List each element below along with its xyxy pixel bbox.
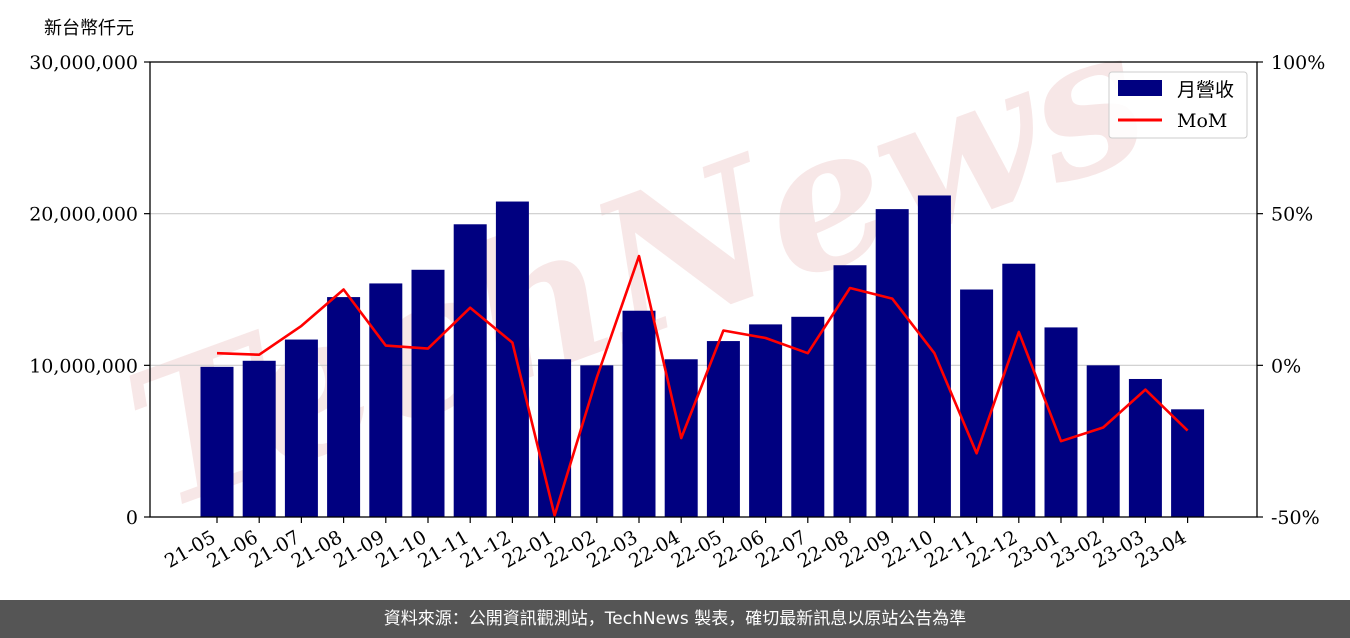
y2-tick-label: -50%	[1271, 507, 1320, 529]
legend-label-revenue: 月營收	[1177, 79, 1234, 101]
y2-tick-label: 100%	[1271, 52, 1325, 74]
bar-22-07	[791, 316, 825, 517]
bar-21-12	[495, 201, 529, 518]
y2-tick-label: 0%	[1271, 355, 1301, 377]
bar-22-06	[749, 324, 783, 517]
bar-21-07	[284, 339, 318, 517]
bar-21-10	[411, 269, 445, 517]
y2-tick-label: 50%	[1271, 204, 1313, 226]
bar-21-06	[242, 360, 276, 517]
bar-22-11	[960, 289, 994, 517]
bar-22-01	[538, 359, 572, 517]
y-axis-unit-label: 新台幣仟元	[44, 18, 134, 39]
y-tick-label: 10,000,000	[29, 355, 138, 377]
legend-swatch-bar	[1118, 80, 1162, 96]
bar-21-09	[369, 283, 403, 517]
y-tick-label: 20,000,000	[29, 204, 138, 226]
bar-21-08	[327, 297, 361, 517]
bar-22-09	[875, 209, 909, 517]
bar-21-05	[200, 366, 234, 517]
bars	[200, 195, 1205, 518]
bar-23-04	[1171, 409, 1205, 517]
bar-23-01	[1044, 327, 1078, 517]
mom-line-layer	[216, 254, 1189, 517]
revenue-chart: TechNews 010,000,00020,000,00030,000,000…	[29, 0, 1325, 573]
legend-label-mom: MoM	[1177, 110, 1227, 132]
bar-21-11	[453, 224, 487, 518]
legend: 月營收 MoM	[1108, 71, 1248, 139]
bar-22-03	[622, 310, 656, 517]
bar-22-05	[706, 341, 740, 517]
mom-line	[216, 254, 1189, 517]
plot-frame	[149, 61, 1258, 518]
bar-22-12	[1002, 263, 1036, 517]
bar-23-02	[1086, 365, 1120, 517]
y-tick-label: 30,000,000	[29, 52, 138, 74]
footer-source-note: 資料來源：公開資訊觀測站，TechNews 製表，確切最新訊息以原站公告為準	[0, 600, 1350, 638]
bar-22-08	[833, 265, 867, 517]
y-tick-label: 0	[126, 507, 138, 529]
bar-22-02	[580, 365, 614, 517]
